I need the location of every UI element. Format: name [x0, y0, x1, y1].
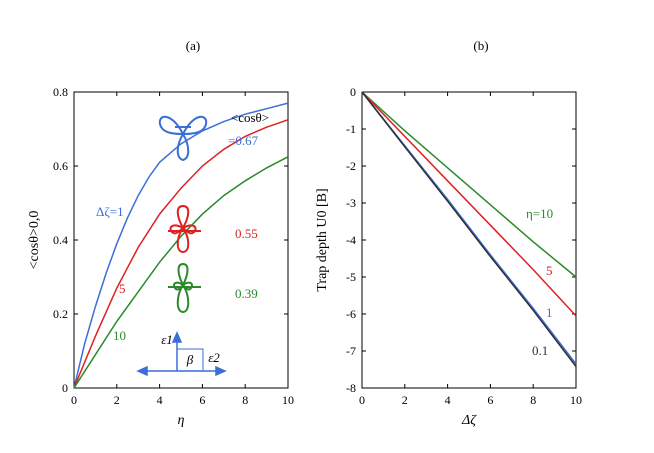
- y-tick-label: -3: [346, 196, 356, 210]
- beta-box: [176, 348, 204, 372]
- x-axis-label: η: [178, 413, 185, 428]
- series-label: 0.1: [532, 343, 548, 358]
- polarization-inset: ε1 ε2 β: [136, 331, 227, 377]
- x-tick-label: 8: [242, 393, 248, 407]
- x-tick-label: 10: [570, 393, 582, 407]
- e2-arrowhead-left: [136, 365, 148, 377]
- panel-b: (b) 0 2 4 6 8 10 0 -1 -2 -3 -4 -5 -6 -7 -8 Δζ Trap depth …: [315, 38, 582, 428]
- series-line-0.1: [361, 91, 577, 367]
- panel-label: (a): [186, 38, 200, 53]
- orbital-lobe: [158, 115, 185, 136]
- y-tick-label: 0.2: [53, 307, 68, 321]
- series-label: 10: [113, 328, 126, 343]
- end-value-label: =0.67: [228, 133, 259, 148]
- series-line-5: [361, 91, 577, 317]
- series-line-10: [361, 91, 577, 278]
- x-tick-label: 6: [199, 393, 205, 407]
- y-tick-label: 0.4: [53, 233, 68, 247]
- y-tick-label: -2: [346, 159, 356, 173]
- y-tick-label: -6: [346, 307, 356, 321]
- e2-arrowhead-right: [215, 365, 227, 377]
- y-axis-label: <cosθ>0,0: [27, 211, 42, 270]
- x-tick-label: 2: [402, 393, 408, 407]
- e1-arrowhead: [171, 331, 183, 343]
- e2-label: ε2: [208, 350, 220, 365]
- y-tick-label: 0.8: [53, 85, 68, 99]
- x-tick-label: 0: [71, 393, 77, 407]
- panel-label: (b): [473, 38, 488, 53]
- series-label: η=10: [526, 206, 553, 221]
- y-tick-label: 0.6: [53, 159, 68, 173]
- x-tick-label: 8: [530, 393, 536, 407]
- orbital-shape-green: [168, 262, 201, 314]
- e1-label: ε1: [161, 332, 173, 347]
- series-label: Δζ=1: [96, 204, 124, 219]
- y-tick-label: -1: [346, 122, 356, 136]
- series-label: 1: [546, 305, 553, 320]
- series-line-10: [73, 156, 289, 389]
- orbital-lobe: [176, 283, 190, 314]
- end-value-label: 0.55: [235, 226, 258, 241]
- x-tick-label: 6: [487, 393, 493, 407]
- series-label: 5: [546, 263, 553, 278]
- orbital-lobe: [176, 226, 190, 254]
- orbital-lobe: [176, 132, 190, 162]
- y-tick-label: 0: [62, 381, 68, 395]
- series-line-5: [73, 119, 289, 389]
- orbital-lobe: [181, 115, 208, 136]
- x-tick-label: 4: [157, 393, 163, 407]
- x-tick-label: 2: [114, 393, 120, 407]
- y-tick-label: -7: [346, 344, 356, 358]
- y-tick-label: -4: [346, 233, 356, 247]
- orbital-shape-red: [168, 204, 201, 254]
- series-label: 5: [119, 281, 126, 296]
- x-tick-label: 0: [359, 393, 365, 407]
- x-axis-label: Δζ: [461, 413, 477, 428]
- cos-header-label: <cosθ>: [231, 110, 269, 125]
- orbital-lobe: [177, 262, 189, 288]
- y-tick-label: -5: [346, 270, 356, 284]
- beta-label: β: [186, 352, 194, 367]
- x-tick-label: 10: [282, 393, 294, 407]
- y-tick-label: 0: [350, 85, 356, 99]
- series-line-1: [73, 102, 289, 389]
- orbital-lobe: [176, 204, 190, 231]
- y-tick-label: -8: [346, 381, 356, 395]
- y-axis-label: Trap depth U0 [B]: [315, 188, 330, 291]
- orbital-shape-blue: [158, 115, 208, 162]
- panel-a: (a) 0 2 4 6 8 10 0 0.2 0.4 0.6 0.8 η <cosθ>0,0 <cosθ> Δ…: [27, 38, 294, 428]
- x-tick-label: 4: [445, 393, 451, 407]
- end-value-label: 0.39: [235, 286, 258, 301]
